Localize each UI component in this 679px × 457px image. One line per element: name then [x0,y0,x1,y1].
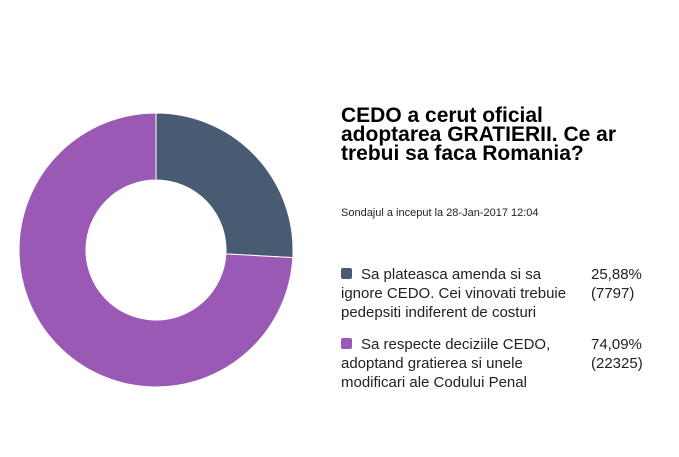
legend-item: Sa respecte deciziile CEDO, adoptand gra… [341,335,661,392]
legend: Sa plateasca amenda si sa ignore CEDO. C… [341,265,661,405]
legend-votes: (7797) [591,285,635,302]
legend-item: Sa plateasca amenda si sa ignore CEDO. C… [341,265,661,322]
legend-percent: 25,88% [591,266,642,283]
donut-chart [18,112,294,388]
legend-swatch [341,338,352,349]
poll-title: CEDO a cerut oficial adoptarea GRATIERII… [341,104,617,165]
legend-votes: (22325) [591,355,643,372]
legend-swatch [341,268,352,279]
legend-percent: 74,09% [591,336,642,353]
donut-slice-1 [18,112,294,388]
poll-start-date: Sondajul a inceput la 28-Jan-2017 12:04 [341,207,539,219]
legend-label: Sa respecte deciziile CEDO, adoptand gra… [341,336,551,391]
legend-label: Sa plateasca amenda si sa ignore CEDO. C… [341,266,567,321]
donut-slice-0 [155,112,294,259]
